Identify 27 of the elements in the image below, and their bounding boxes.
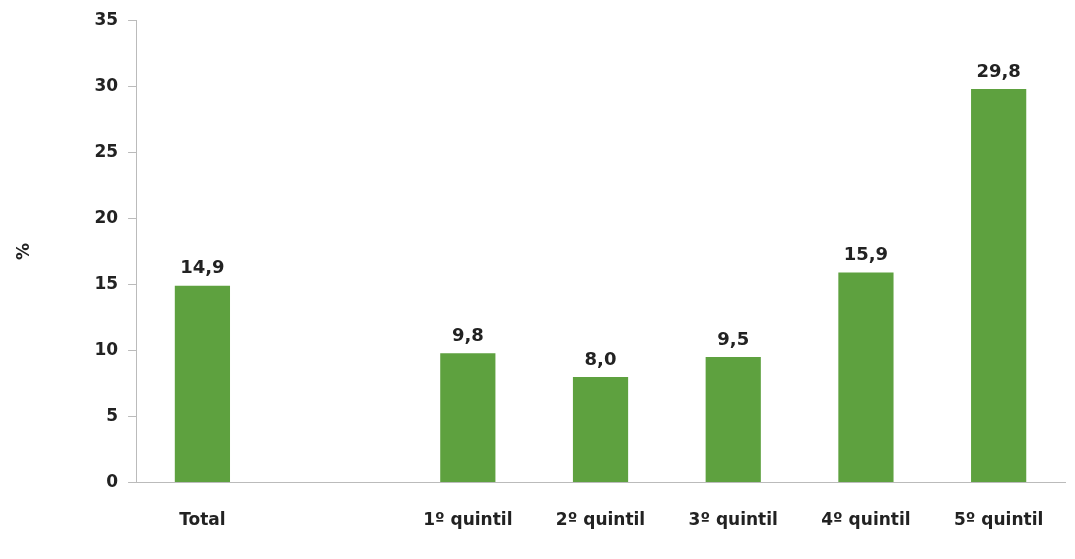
data-label: 8,0 (584, 347, 617, 369)
data-label: 14,9 (180, 256, 225, 278)
y-tick-label: 15 (94, 272, 119, 293)
bar (705, 357, 761, 483)
y-tick-label: 20 (94, 206, 119, 227)
x-tick-label: 1º quintil (423, 509, 513, 530)
bar (572, 376, 629, 483)
x-tick-label: 4º quintil (821, 509, 911, 530)
bar (838, 272, 894, 483)
x-tick-label: Total (179, 509, 226, 530)
bar (174, 285, 231, 483)
bar (971, 88, 1027, 483)
y-tick-label: 25 (94, 140, 119, 161)
data-label: 15,9 (843, 243, 889, 265)
bar (440, 353, 496, 483)
y-tick-label: 10 (94, 338, 119, 359)
y-tick-label: 5 (106, 404, 119, 425)
x-tick-label: 5º quintil (953, 509, 1044, 530)
y-axis-title: % (12, 242, 33, 260)
data-label: 29,8 (976, 59, 1021, 81)
x-tick-label: 2º quintil (555, 509, 646, 530)
x-tick-label: 3º quintil (688, 509, 778, 530)
y-tick-label: 35 (94, 8, 119, 29)
y-tick-label: 0 (106, 471, 119, 492)
data-label: 9,8 (451, 323, 484, 345)
y-tick-label: 30 (94, 74, 119, 95)
data-label: 9,5 (717, 327, 750, 349)
